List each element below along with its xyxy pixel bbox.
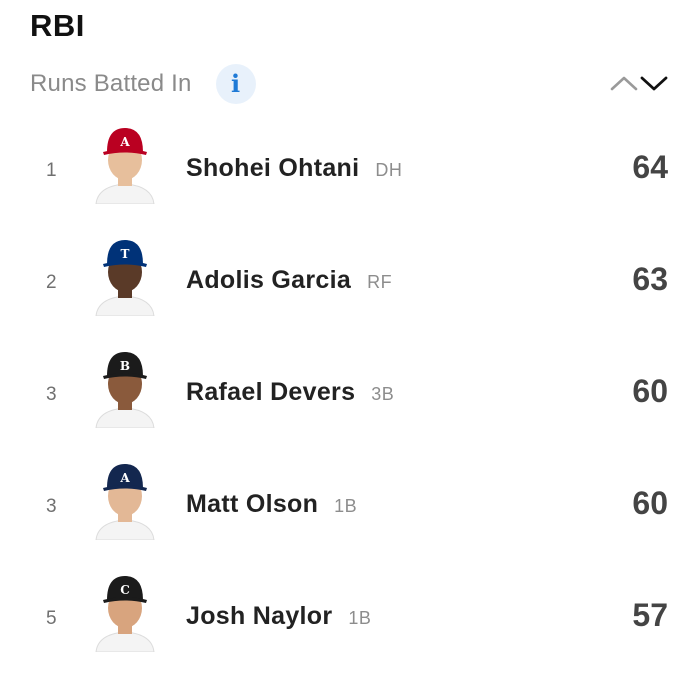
player-position: 1B xyxy=(348,608,372,628)
subtitle-row: Runs Batted In i xyxy=(30,62,256,106)
player-headshot: B xyxy=(95,352,155,428)
player-headshot: A xyxy=(95,128,155,204)
svg-text:T: T xyxy=(121,247,130,261)
player-info: Matt Olson 1B xyxy=(186,490,357,519)
info-icon: i xyxy=(231,69,241,98)
player-position: DH xyxy=(375,160,403,180)
stat-value: 60 xyxy=(632,373,668,409)
player-headshot: T xyxy=(95,240,155,316)
player-name[interactable]: Shohei Ohtani xyxy=(186,154,360,182)
stat-value: 63 xyxy=(632,261,668,297)
leader-row[interactable]: 1 A Shohei Ohtani DH 64 xyxy=(0,116,700,228)
stat-subtitle: Runs Batted In xyxy=(30,70,192,97)
player-info: Josh Naylor 1B xyxy=(186,602,371,631)
info-button[interactable]: i xyxy=(215,64,256,104)
player-name[interactable]: Matt Olson xyxy=(186,490,319,518)
player-info: Adolis Garcia RF xyxy=(186,266,392,295)
player-name[interactable]: Rafael Devers xyxy=(186,378,356,406)
player-info: Rafael Devers 3B xyxy=(186,378,394,407)
svg-text:A: A xyxy=(119,135,130,149)
rank-number: 1 xyxy=(46,160,57,181)
leader-row[interactable]: 2 T Adolis Garcia RF 63 xyxy=(0,228,700,340)
chevron-down-icon[interactable] xyxy=(640,76,668,91)
player-name[interactable]: Adolis Garcia xyxy=(186,266,352,294)
chevron-up-icon[interactable] xyxy=(610,76,638,91)
leader-row[interactable]: 3 B Rafael Devers 3B 60 xyxy=(0,340,700,452)
player-info: Shohei Ohtani DH xyxy=(186,154,402,183)
svg-text:B: B xyxy=(120,359,130,373)
player-headshot: A xyxy=(95,464,155,540)
svg-text:C: C xyxy=(120,583,130,597)
player-position: 1B xyxy=(334,496,358,516)
stat-value: 60 xyxy=(632,485,668,521)
svg-text:A: A xyxy=(119,471,130,485)
rank-number: 2 xyxy=(46,272,57,293)
rank-number: 3 xyxy=(46,496,57,517)
leaderboard-list: 1 A Shohei Ohtani DH 64 2 T Adolis Garci… xyxy=(0,116,700,676)
player-headshot: C xyxy=(95,576,155,652)
player-position: 3B xyxy=(371,384,395,404)
leader-row[interactable]: 5 C Josh Naylor 1B 57 xyxy=(0,564,700,676)
leader-row[interactable]: 3 A Matt Olson 1B 60 xyxy=(0,452,700,564)
stat-value: 64 xyxy=(632,149,668,185)
stat-value: 57 xyxy=(632,597,668,633)
player-name[interactable]: Josh Naylor xyxy=(186,602,333,630)
sort-toggle[interactable] xyxy=(608,70,670,96)
player-position: RF xyxy=(367,272,393,292)
page-title: RBI xyxy=(30,8,85,43)
rank-number: 5 xyxy=(46,608,57,629)
rank-number: 3 xyxy=(46,384,57,405)
